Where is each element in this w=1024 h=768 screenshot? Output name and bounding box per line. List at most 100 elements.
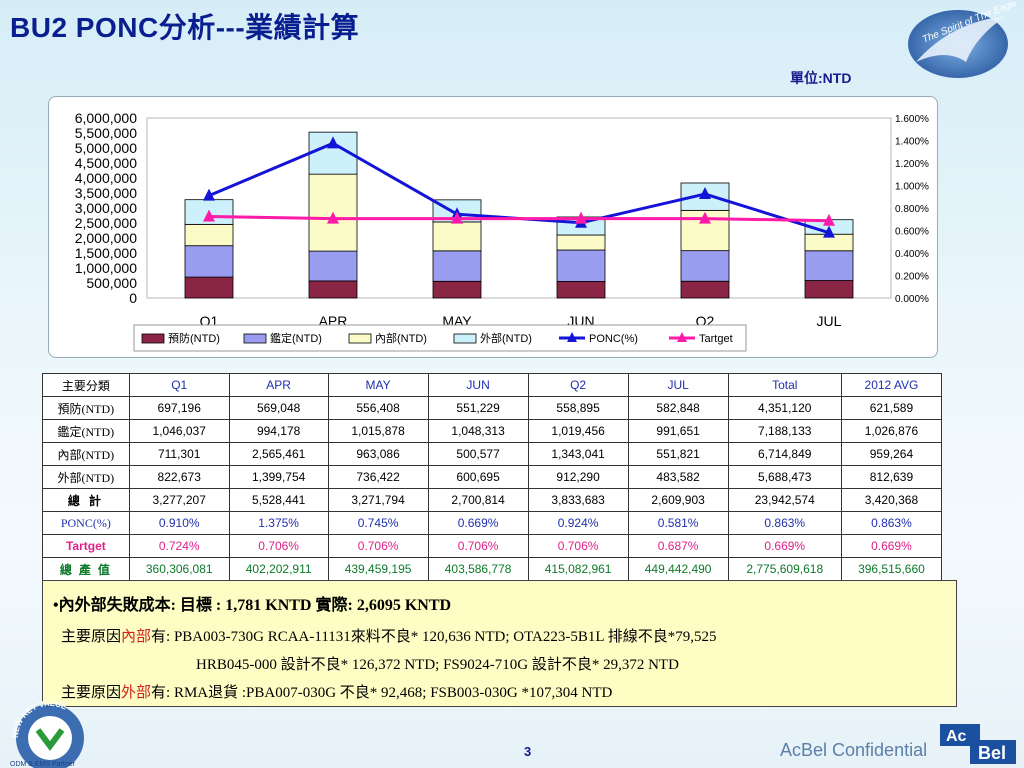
table-cell: 582,848 bbox=[627, 396, 729, 420]
table-cell: 822,673 bbox=[128, 465, 230, 489]
table-cell: 0.706% bbox=[228, 534, 329, 558]
table-cell: 3,420,368 bbox=[840, 488, 943, 512]
y-left-tick-label: 1,000,000 bbox=[75, 260, 137, 276]
table-cell: 0.863% bbox=[727, 511, 842, 535]
bar-segment bbox=[432, 250, 482, 282]
y-left-tick-label: 5,500,000 bbox=[75, 125, 137, 141]
table-cell: 0.669% bbox=[727, 534, 842, 558]
y-right-tick-label: 0.600% bbox=[895, 227, 929, 238]
table-header-row: 主要分類 Q1 APR MAY JUN Q2 JUL Total 2012 AVG bbox=[42, 373, 943, 397]
y-right-tick-label: 0.400% bbox=[895, 249, 929, 260]
bar-segment bbox=[556, 249, 606, 282]
y-left-tick-label: 0 bbox=[129, 290, 137, 306]
badge-text-bottom: ODM & EMS Partner bbox=[10, 761, 76, 768]
page-number: 3 bbox=[524, 744, 532, 759]
legend-label: 預防(NTD) bbox=[168, 331, 220, 345]
table-cell: 2,775,609,618 bbox=[727, 557, 842, 581]
table-cell: 697,196 bbox=[128, 396, 230, 420]
y-left-tick-label: 6,000,000 bbox=[75, 110, 137, 126]
note-internal-rest: 有: PBA003-730G RCAA-11131來料不良* 120,636 N… bbox=[151, 629, 717, 645]
line-marker bbox=[823, 213, 835, 226]
table-cell: 396,515,660 bbox=[840, 557, 943, 581]
table-cell: 2,700,814 bbox=[427, 488, 529, 512]
y-right-tick-label: 1.600% bbox=[895, 114, 929, 125]
logo-text-top: Ac bbox=[946, 728, 967, 745]
legend-label: 鑑定(NTD) bbox=[270, 331, 322, 345]
note-external-prefix: 主要原因 bbox=[61, 685, 122, 701]
bar-segment bbox=[184, 245, 234, 278]
bar-segment bbox=[184, 223, 234, 247]
note-internal-reason: 主要原因內部有: PBA003-730G RCAA-11131來料不良* 120… bbox=[61, 625, 717, 646]
y-left-tick-label: 2,000,000 bbox=[75, 230, 137, 246]
legend-marker bbox=[677, 332, 687, 342]
table-cell: 0.669% bbox=[427, 511, 529, 535]
table-header-cell: JUL bbox=[627, 373, 729, 397]
table-cell: 1,399,754 bbox=[228, 465, 329, 489]
line-marker bbox=[575, 211, 587, 224]
y-left-tick-label: 4,000,000 bbox=[75, 170, 137, 186]
plot-area bbox=[146, 117, 892, 299]
y-left-tick-label: 3,500,000 bbox=[75, 185, 137, 201]
table-cell: 1,015,878 bbox=[327, 419, 429, 443]
logo-text-bottom: Bel bbox=[978, 743, 1006, 763]
table-cell: 600,695 bbox=[427, 465, 529, 489]
x-category-label: JUL bbox=[817, 313, 842, 329]
table-cell: 1.375% bbox=[228, 511, 329, 535]
bar-segment bbox=[556, 281, 606, 299]
legend-label: Tartget bbox=[699, 333, 733, 345]
note-external-reason: 主要原因外部有: RMA退貨 :PBA007-030G 不良* 92,468; … bbox=[61, 681, 612, 702]
table-cell: 0.687% bbox=[627, 534, 729, 558]
table-header-cell: JUN bbox=[427, 373, 529, 397]
table-cell: 5,688,473 bbox=[727, 465, 842, 489]
note-external-highlight: 外部 bbox=[121, 685, 152, 701]
table-cell: 439,459,195 bbox=[327, 557, 429, 581]
legend-swatch bbox=[453, 333, 477, 344]
table-header-cell: Total bbox=[727, 373, 842, 397]
table-row-label: 外部(NTD) bbox=[42, 465, 130, 489]
table-cell: 1,343,041 bbox=[527, 442, 629, 466]
line-marker bbox=[327, 211, 339, 224]
table-cell: 403,586,778 bbox=[427, 557, 529, 581]
legend-label: PONC(%) bbox=[589, 333, 638, 345]
table-header-cell: 2012 AVG bbox=[840, 373, 943, 397]
table-row-label: PONC(%) bbox=[42, 511, 130, 535]
table-cell: 569,048 bbox=[228, 396, 329, 420]
eagle-emblem-logo: The Spirit of The Eagle bbox=[908, 2, 1016, 78]
table-cell: 991,651 bbox=[627, 419, 729, 443]
bar-segment bbox=[184, 276, 234, 299]
table-header-cell: Q2 bbox=[527, 373, 629, 397]
table-cell: 556,408 bbox=[327, 396, 429, 420]
note-internal-highlight: 內部 bbox=[121, 629, 152, 645]
table-cell: 500,577 bbox=[427, 442, 529, 466]
line-marker bbox=[699, 187, 711, 200]
table-cell: 711,301 bbox=[128, 442, 230, 466]
bar-segment bbox=[680, 280, 730, 299]
bar-segment bbox=[680, 250, 730, 282]
table-cell: 5,528,441 bbox=[228, 488, 329, 512]
legend-marker bbox=[567, 332, 577, 342]
series-line bbox=[208, 215, 830, 223]
acbel-logo: Ac Bel bbox=[940, 724, 1016, 764]
note-summary: •內外部失敗成本: 目標 : 1,781 KNTD 實際: 2,6095 KNT… bbox=[53, 597, 452, 614]
bar-segment bbox=[804, 280, 854, 299]
legend-label: 內部(NTD) bbox=[375, 331, 427, 345]
table-row-label: Tartget bbox=[42, 534, 130, 558]
line-marker bbox=[203, 209, 215, 222]
table-row-label: 總 計 bbox=[42, 488, 130, 512]
unit-label: 單位:NTD bbox=[790, 70, 852, 86]
table-cell: 1,019,456 bbox=[527, 419, 629, 443]
data-table: 主要分類 Q1 APR MAY JUN Q2 JUL Total 2012 AVG 預防(NTD)… bbox=[42, 373, 943, 581]
bar-segment bbox=[804, 250, 854, 281]
table-cell: 0.706% bbox=[327, 534, 429, 558]
combo-chart: 0500,0001,000,0001,500,0002,000,0002,500… bbox=[75, 110, 929, 352]
table-row-label: 內部(NTD) bbox=[42, 442, 130, 466]
table-cell: 912,290 bbox=[527, 465, 629, 489]
y-left-tick-label: 1,500,000 bbox=[75, 245, 137, 261]
y-left-tick-label: 500,000 bbox=[86, 275, 137, 291]
table-row: 預防(NTD) 697,196 569,048 556,408 551,229 558,8… bbox=[42, 396, 943, 420]
note-external-rest: 有: RMA退貨 :PBA007-030G 不良* 92,468; FSB003… bbox=[151, 685, 613, 701]
table-header-category: 主要分類 bbox=[42, 373, 130, 397]
y-right-tick-label: 0.200% bbox=[895, 272, 929, 283]
y-left-tick-label: 2,500,000 bbox=[75, 215, 137, 231]
table-row: 外部(NTD) 822,673 1,399,754 736,422 600,695 912… bbox=[42, 465, 943, 489]
